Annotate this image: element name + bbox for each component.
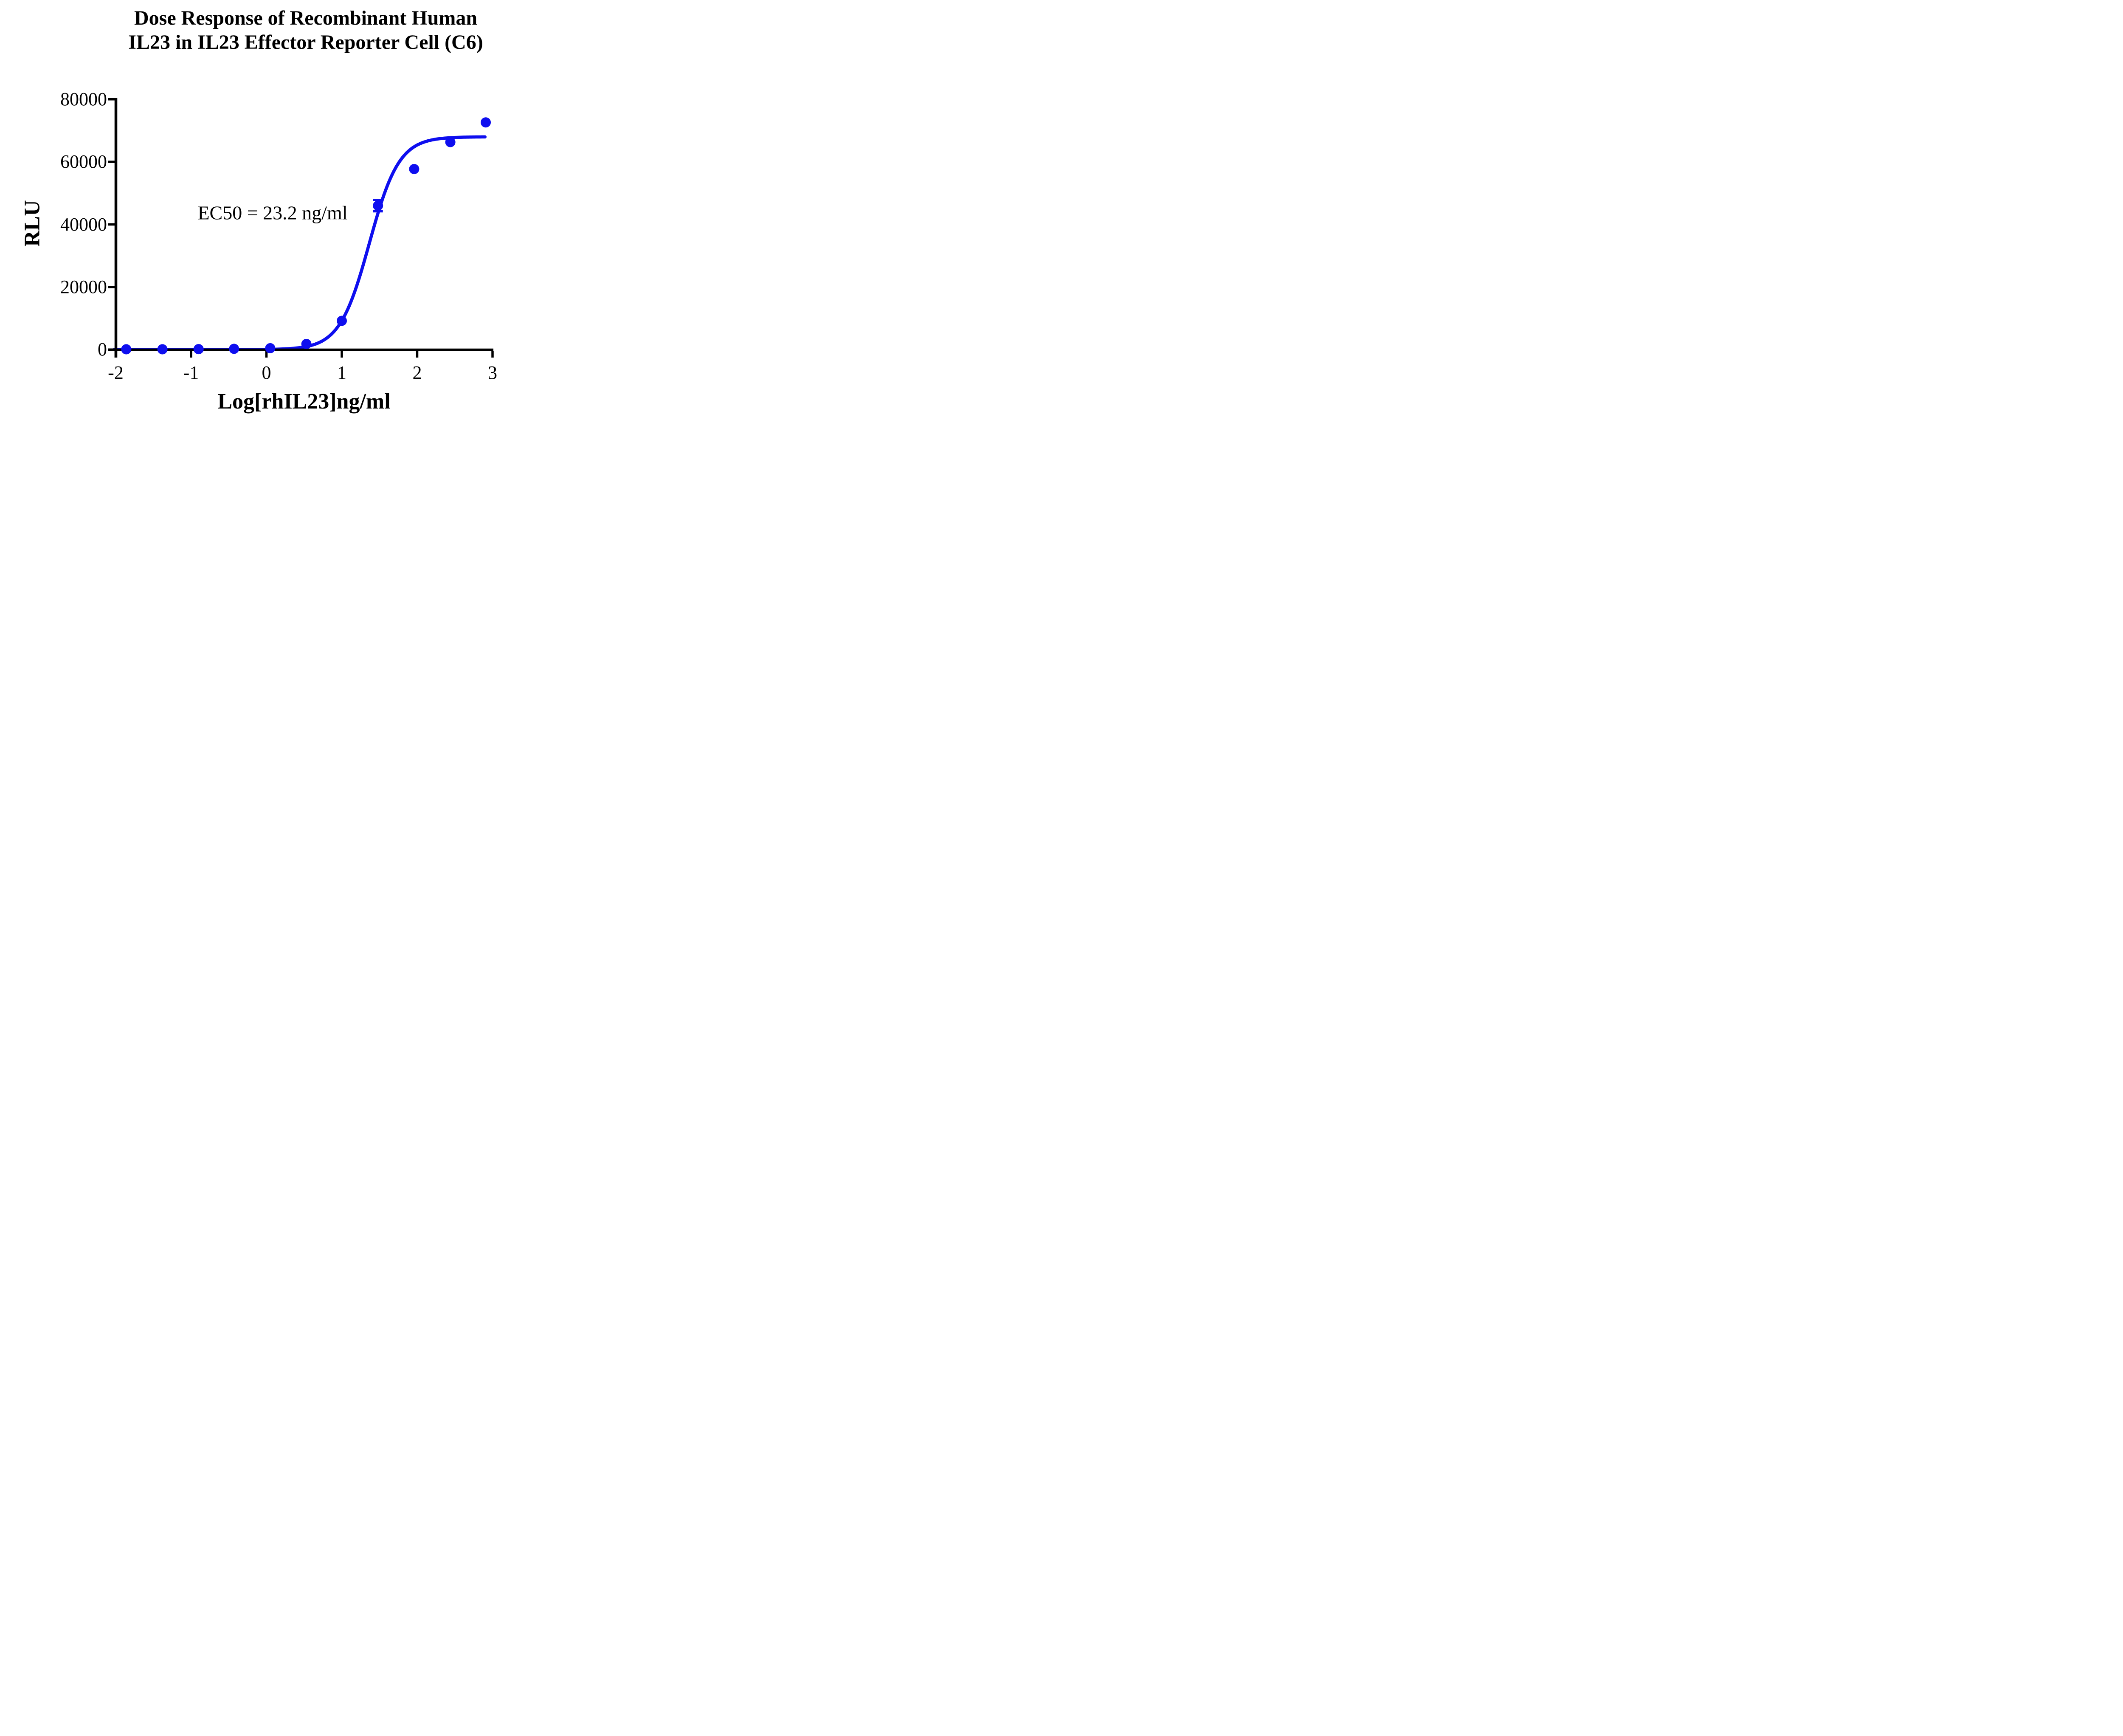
chart-title: Dose Response of Recombinant Human IL23 … — [64, 6, 548, 54]
y-tick-label: 80000 — [60, 88, 107, 110]
y-tick-label: 40000 — [60, 214, 107, 235]
y-tick-label: 60000 — [60, 151, 107, 172]
x-tick-label: 1 — [337, 362, 346, 383]
x-axis-title: Log[rhIL23]ng/ml — [217, 389, 391, 414]
x-tick-label: -2 — [108, 362, 124, 383]
x-tick-label: 3 — [488, 362, 497, 383]
data-point — [301, 338, 312, 349]
y-tick-label: 20000 — [60, 276, 107, 297]
plot-canvas — [108, 98, 494, 358]
data-point — [373, 200, 383, 211]
data-point — [445, 137, 456, 147]
data-point — [229, 344, 239, 354]
fit-curve — [113, 135, 487, 351]
x-tick-label: 0 — [262, 362, 271, 383]
ec50-annotation: EC50 = 23.2 ng/ml — [197, 202, 348, 224]
data-point — [121, 344, 132, 355]
data-point — [481, 117, 491, 128]
x-tick-label: -1 — [183, 362, 199, 383]
data-point — [409, 164, 420, 175]
x-tick-label: 2 — [412, 362, 422, 383]
y-tick-label: 0 — [98, 339, 107, 360]
chart-title-line1: Dose Response of Recombinant Human — [134, 7, 478, 29]
data-point — [193, 344, 204, 355]
data-point — [337, 316, 347, 326]
data-point — [157, 344, 168, 355]
dose-response-figure: Dose Response of Recombinant Human IL23 … — [0, 0, 553, 434]
chart-title-line2: IL23 in IL23 Effector Reporter Cell (C6) — [128, 31, 483, 54]
data-point — [265, 343, 276, 353]
